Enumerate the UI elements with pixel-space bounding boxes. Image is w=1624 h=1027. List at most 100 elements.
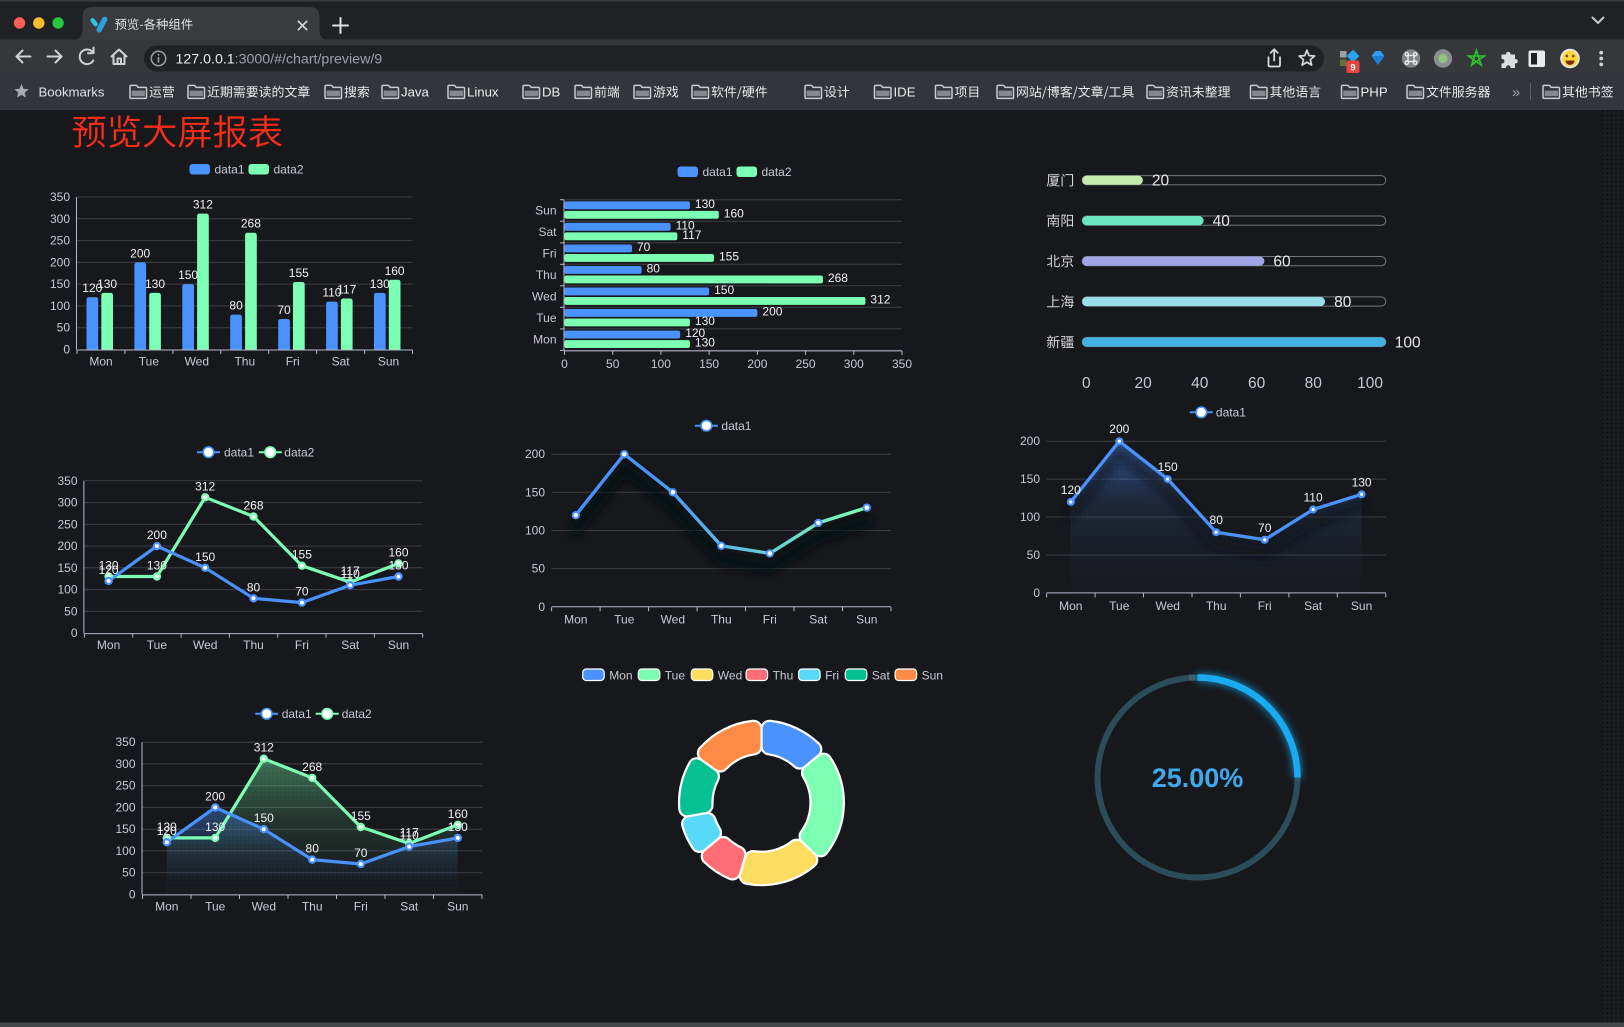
svg-text:130: 130 [97,277,117,291]
svg-text:Thu: Thu [234,355,255,369]
svg-text:0: 0 [71,626,78,640]
svg-text:150: 150 [178,268,198,282]
svg-text:Sun: Sun [447,900,468,914]
svg-text:Tue: Tue [614,613,635,627]
svg-text:268: 268 [828,271,848,285]
svg-text:50: 50 [122,866,136,880]
svg-text:60: 60 [1273,253,1291,270]
svg-text:Sat: Sat [809,613,828,627]
svg-text:data1: data1 [703,165,733,179]
svg-text:Mon: Mon [564,613,587,627]
svg-text:Mon: Mon [97,638,120,652]
svg-text:117: 117 [400,826,419,840]
svg-text:0: 0 [1082,375,1091,392]
svg-text:Thu: Thu [711,613,732,627]
svg-text:Tue: Tue [1109,599,1130,613]
svg-text:100: 100 [525,524,545,538]
svg-text:130: 130 [99,559,119,573]
svg-text:117: 117 [682,228,701,242]
svg-text:130: 130 [695,197,715,211]
svg-text:data1: data1 [721,419,751,433]
svg-text:Wed: Wed [1155,599,1179,613]
svg-text:Fri: Fri [543,247,557,261]
svg-text:80: 80 [1334,294,1352,311]
svg-text:120: 120 [99,563,119,577]
svg-text:300: 300 [50,212,70,226]
svg-text:80: 80 [1210,513,1224,527]
svg-text:Sat: Sat [400,900,419,914]
svg-text:Tue: Tue [665,668,686,682]
svg-text:150: 150 [525,485,545,499]
svg-text:Fri: Fri [1258,599,1272,613]
svg-text:Tue: Tue [139,355,160,369]
svg-text:200: 200 [205,789,225,803]
svg-text:Wed: Wed [252,900,276,914]
svg-text:312: 312 [195,479,215,493]
svg-text:70: 70 [637,240,651,254]
svg-text:117: 117 [337,283,356,297]
svg-text:50: 50 [606,357,620,371]
svg-text:117: 117 [341,564,360,578]
svg-text:250: 250 [50,234,70,248]
svg-text:200: 200 [762,305,782,319]
svg-text:110: 110 [400,829,419,843]
svg-text:Fri: Fri [354,900,368,914]
svg-text:data2: data2 [762,165,792,179]
svg-text:200: 200 [525,447,545,461]
svg-text:data1: data1 [215,163,245,177]
svg-text:100: 100 [1020,510,1040,524]
svg-text:Thu: Thu [302,900,323,914]
svg-text:Sun: Sun [856,613,877,627]
svg-text:268: 268 [302,760,322,774]
svg-text:120: 120 [157,824,177,838]
svg-text:312: 312 [870,293,890,307]
svg-text:200: 200 [147,528,167,542]
svg-text:150: 150 [115,822,135,836]
svg-text:70: 70 [295,585,309,599]
svg-text:Wed: Wed [185,355,209,369]
svg-text:70: 70 [354,846,368,860]
svg-text:Tue: Tue [205,900,226,914]
svg-text:0: 0 [129,887,136,901]
svg-text:150: 150 [1158,460,1178,474]
svg-text:155: 155 [289,266,309,280]
svg-text:50: 50 [1027,548,1041,562]
svg-text:160: 160 [388,546,408,560]
svg-text:50: 50 [57,321,71,335]
svg-text:200: 200 [747,357,767,371]
svg-text:60: 60 [1248,375,1266,392]
svg-text:100: 100 [1395,334,1421,351]
svg-text:130: 130 [205,820,225,834]
svg-text:80: 80 [1305,375,1323,392]
svg-text:20: 20 [1152,173,1170,190]
svg-text:312: 312 [254,741,274,755]
svg-text:Mon: Mon [533,333,556,347]
svg-text:Sat: Sat [332,355,351,369]
svg-text:Java: Java [401,84,430,99]
svg-text:160: 160 [448,807,468,821]
svg-text:9: 9 [1350,62,1355,73]
svg-text:155: 155 [719,250,739,264]
svg-text:200: 200 [50,255,70,269]
svg-text:130: 130 [695,336,715,350]
svg-text:50: 50 [532,562,546,576]
svg-text:25.00%: 25.00% [1152,763,1244,793]
svg-text:Sat: Sat [538,225,557,239]
svg-text:»: » [1512,85,1520,101]
svg-text:268: 268 [243,499,263,513]
svg-text:Wed: Wed [532,290,556,304]
svg-text:Tue: Tue [147,638,168,652]
svg-text:Fri: Fri [286,355,300,369]
svg-text:70: 70 [1258,521,1272,535]
svg-text:Thu: Thu [1206,599,1227,613]
svg-text:Thu: Thu [773,668,794,682]
svg-text:130: 130 [147,559,167,573]
svg-text:80: 80 [647,262,661,276]
svg-text:100: 100 [57,583,77,597]
svg-text:250: 250 [57,517,77,531]
svg-text:20: 20 [1134,375,1152,392]
svg-text:200: 200 [130,246,150,260]
svg-text:Mon: Mon [155,900,178,914]
svg-text:150: 150 [57,561,77,575]
svg-text:80: 80 [306,842,320,856]
